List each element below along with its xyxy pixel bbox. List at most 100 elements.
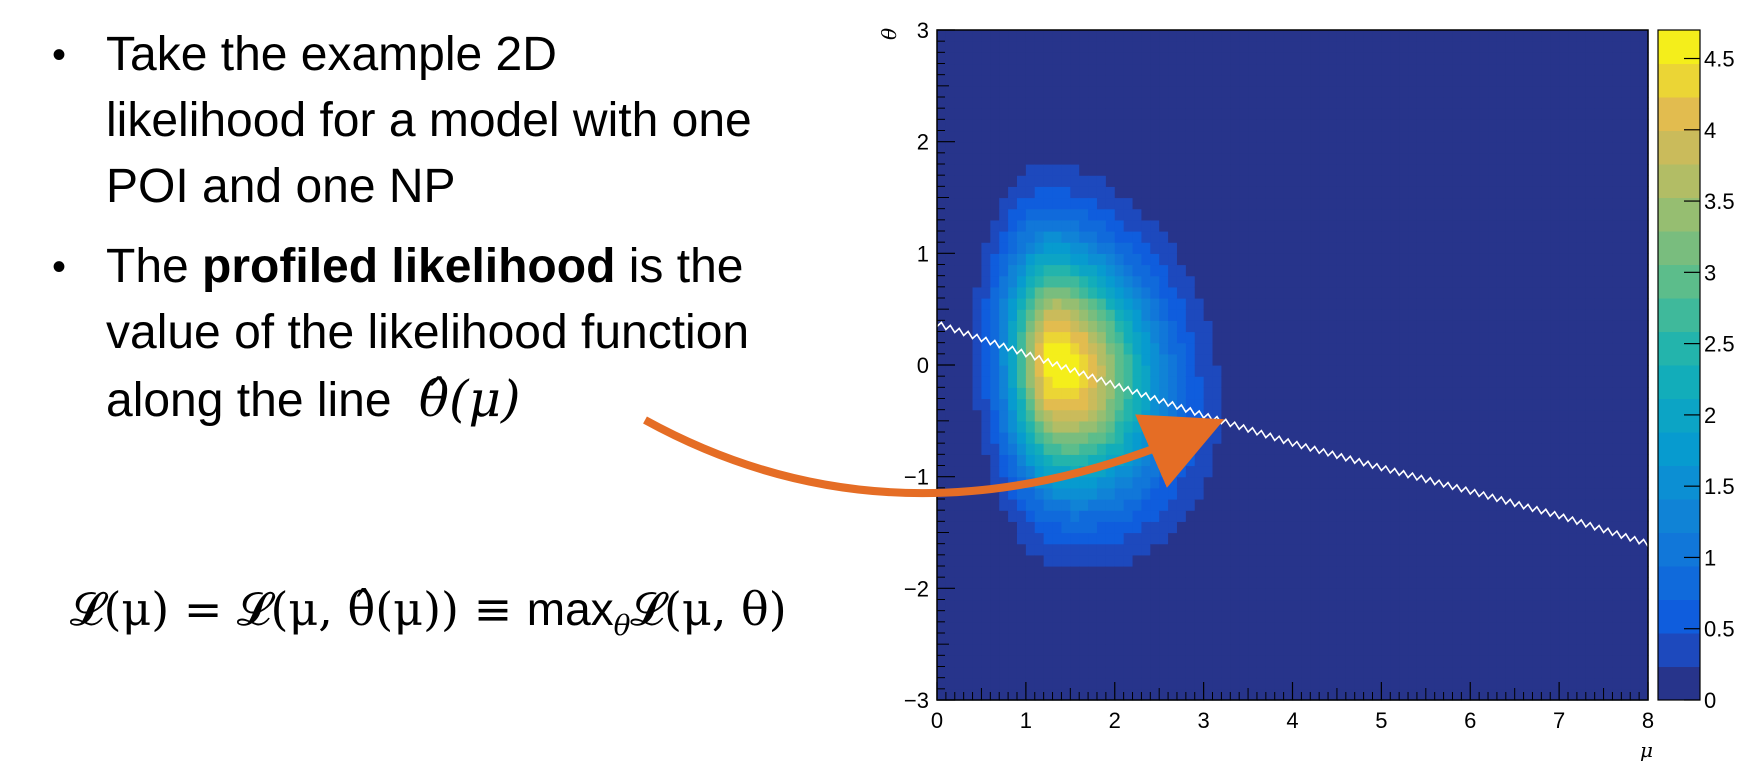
heatmap-cell [1488, 443, 1498, 455]
heatmap-cell [1096, 487, 1107, 500]
heatmap-cell [1550, 365, 1560, 377]
heatmap-cell [1399, 655, 1409, 668]
heatmap-cell [1292, 108, 1302, 120]
heatmap-cell [1176, 499, 1187, 511]
heatmap-cell [1070, 97, 1080, 109]
heatmap-cell [1114, 219, 1125, 232]
heatmap-cell [1479, 566, 1489, 578]
heatmap-cell [1265, 30, 1276, 42]
heatmap-cell [1141, 499, 1151, 511]
heatmap-cell [1328, 398, 1338, 411]
heatmap-cell [1639, 298, 1649, 310]
heatmap-cell [1612, 108, 1622, 120]
heatmap-cell [1168, 510, 1178, 522]
heatmap-cell [1496, 510, 1507, 522]
heatmap-cell [981, 599, 991, 612]
heatmap-cell [1194, 275, 1205, 288]
heatmap-cell [1034, 63, 1045, 76]
heatmap-cell [1043, 521, 1054, 534]
heatmap-cell [1052, 376, 1063, 388]
heatmap-cell [1639, 141, 1649, 154]
heatmap-cell [1639, 41, 1649, 53]
heatmap-cell [1452, 465, 1462, 478]
heatmap-cell [1283, 521, 1294, 534]
heatmap-cell [1408, 487, 1418, 500]
heatmap-cell [1159, 376, 1169, 388]
heatmap-cell [1514, 588, 1525, 601]
heatmap-cell [1052, 331, 1063, 344]
heatmap-cell [1150, 677, 1160, 690]
heatmap-cell [1372, 409, 1382, 422]
heatmap-cell [1328, 409, 1338, 422]
heatmap-cell [1070, 264, 1080, 277]
heatmap-cell [945, 152, 956, 165]
heatmap-cell [1372, 398, 1382, 411]
heatmap-cell [1363, 566, 1374, 578]
heatmap-cell [1452, 599, 1462, 612]
heatmap-cell [1283, 231, 1294, 243]
heatmap-cell [1221, 465, 1231, 478]
heatmap-cell [1221, 286, 1231, 299]
heatmap-cell [1061, 566, 1071, 578]
heatmap-cell [1141, 108, 1151, 120]
heatmap-cell [999, 342, 1009, 355]
heatmap-cell [1354, 465, 1365, 478]
heatmap-cell [1505, 41, 1516, 53]
heatmap-cell [1354, 677, 1365, 690]
heatmap-cell [1079, 141, 1089, 154]
heatmap-cell [1354, 309, 1365, 321]
heatmap-cell [1079, 398, 1089, 411]
heatmap-cell [1230, 476, 1240, 489]
heatmap-cell [945, 599, 956, 612]
heatmap-cell [1052, 141, 1063, 154]
heatmap-cell [1025, 275, 1036, 288]
heatmap-cell [1070, 331, 1080, 344]
heatmap-cell [1345, 644, 1356, 656]
heatmap-cell [1043, 621, 1054, 634]
heatmap-cell [990, 242, 1000, 254]
heatmap-cell [1319, 387, 1329, 400]
heatmap-cell [1603, 52, 1614, 65]
heatmap-cell [1292, 141, 1302, 154]
heatmap-cell [1292, 644, 1302, 656]
heatmap-cell [1274, 275, 1285, 288]
heatmap-cell [1088, 331, 1098, 344]
heatmap-cell [1283, 74, 1294, 87]
bullet-list: • Take the example 2D likelihood for a m… [48, 22, 868, 448]
heatmap-cell [1159, 588, 1169, 601]
heatmap-cell [1612, 521, 1622, 534]
heatmap-cell [1532, 677, 1542, 690]
heatmap-cell [1230, 532, 1240, 545]
heatmap-cell [1203, 688, 1214, 701]
heatmap-cell [1096, 108, 1107, 120]
heatmap-cell [1461, 554, 1471, 567]
heatmap-cell [1319, 610, 1329, 623]
heatmap-cell [954, 588, 965, 601]
heatmap-cell [1088, 521, 1098, 534]
heatmap-cell [1594, 398, 1605, 411]
heatmap-cell [1168, 566, 1178, 578]
heatmap-cell [1585, 219, 1596, 232]
heatmap-cell [1363, 398, 1374, 411]
heatmap-cell [945, 521, 956, 534]
heatmap-cell [1185, 599, 1196, 612]
heatmap-cell [972, 588, 983, 601]
heatmap-cell [1470, 432, 1480, 444]
heatmap-cell [1230, 353, 1240, 366]
heatmap-cell [1416, 599, 1427, 612]
heatmap-cell [1390, 443, 1400, 455]
heatmap-cell [1070, 610, 1080, 623]
heatmap-cell [1141, 85, 1151, 98]
heatmap-cell [1274, 521, 1285, 534]
heatmap-cell [1168, 242, 1178, 254]
heatmap-cell [1052, 264, 1063, 277]
heatmap-cell [1630, 365, 1640, 377]
heatmap-cell [1576, 420, 1587, 433]
heatmap-cell [1505, 130, 1516, 143]
heatmap-cell [1132, 510, 1143, 522]
heatmap-cell [1132, 353, 1143, 366]
heatmap-cell [1123, 85, 1134, 98]
heatmap-cell [1070, 621, 1080, 634]
heatmap-cell [1452, 621, 1462, 634]
heatmap-cell [1576, 398, 1587, 411]
